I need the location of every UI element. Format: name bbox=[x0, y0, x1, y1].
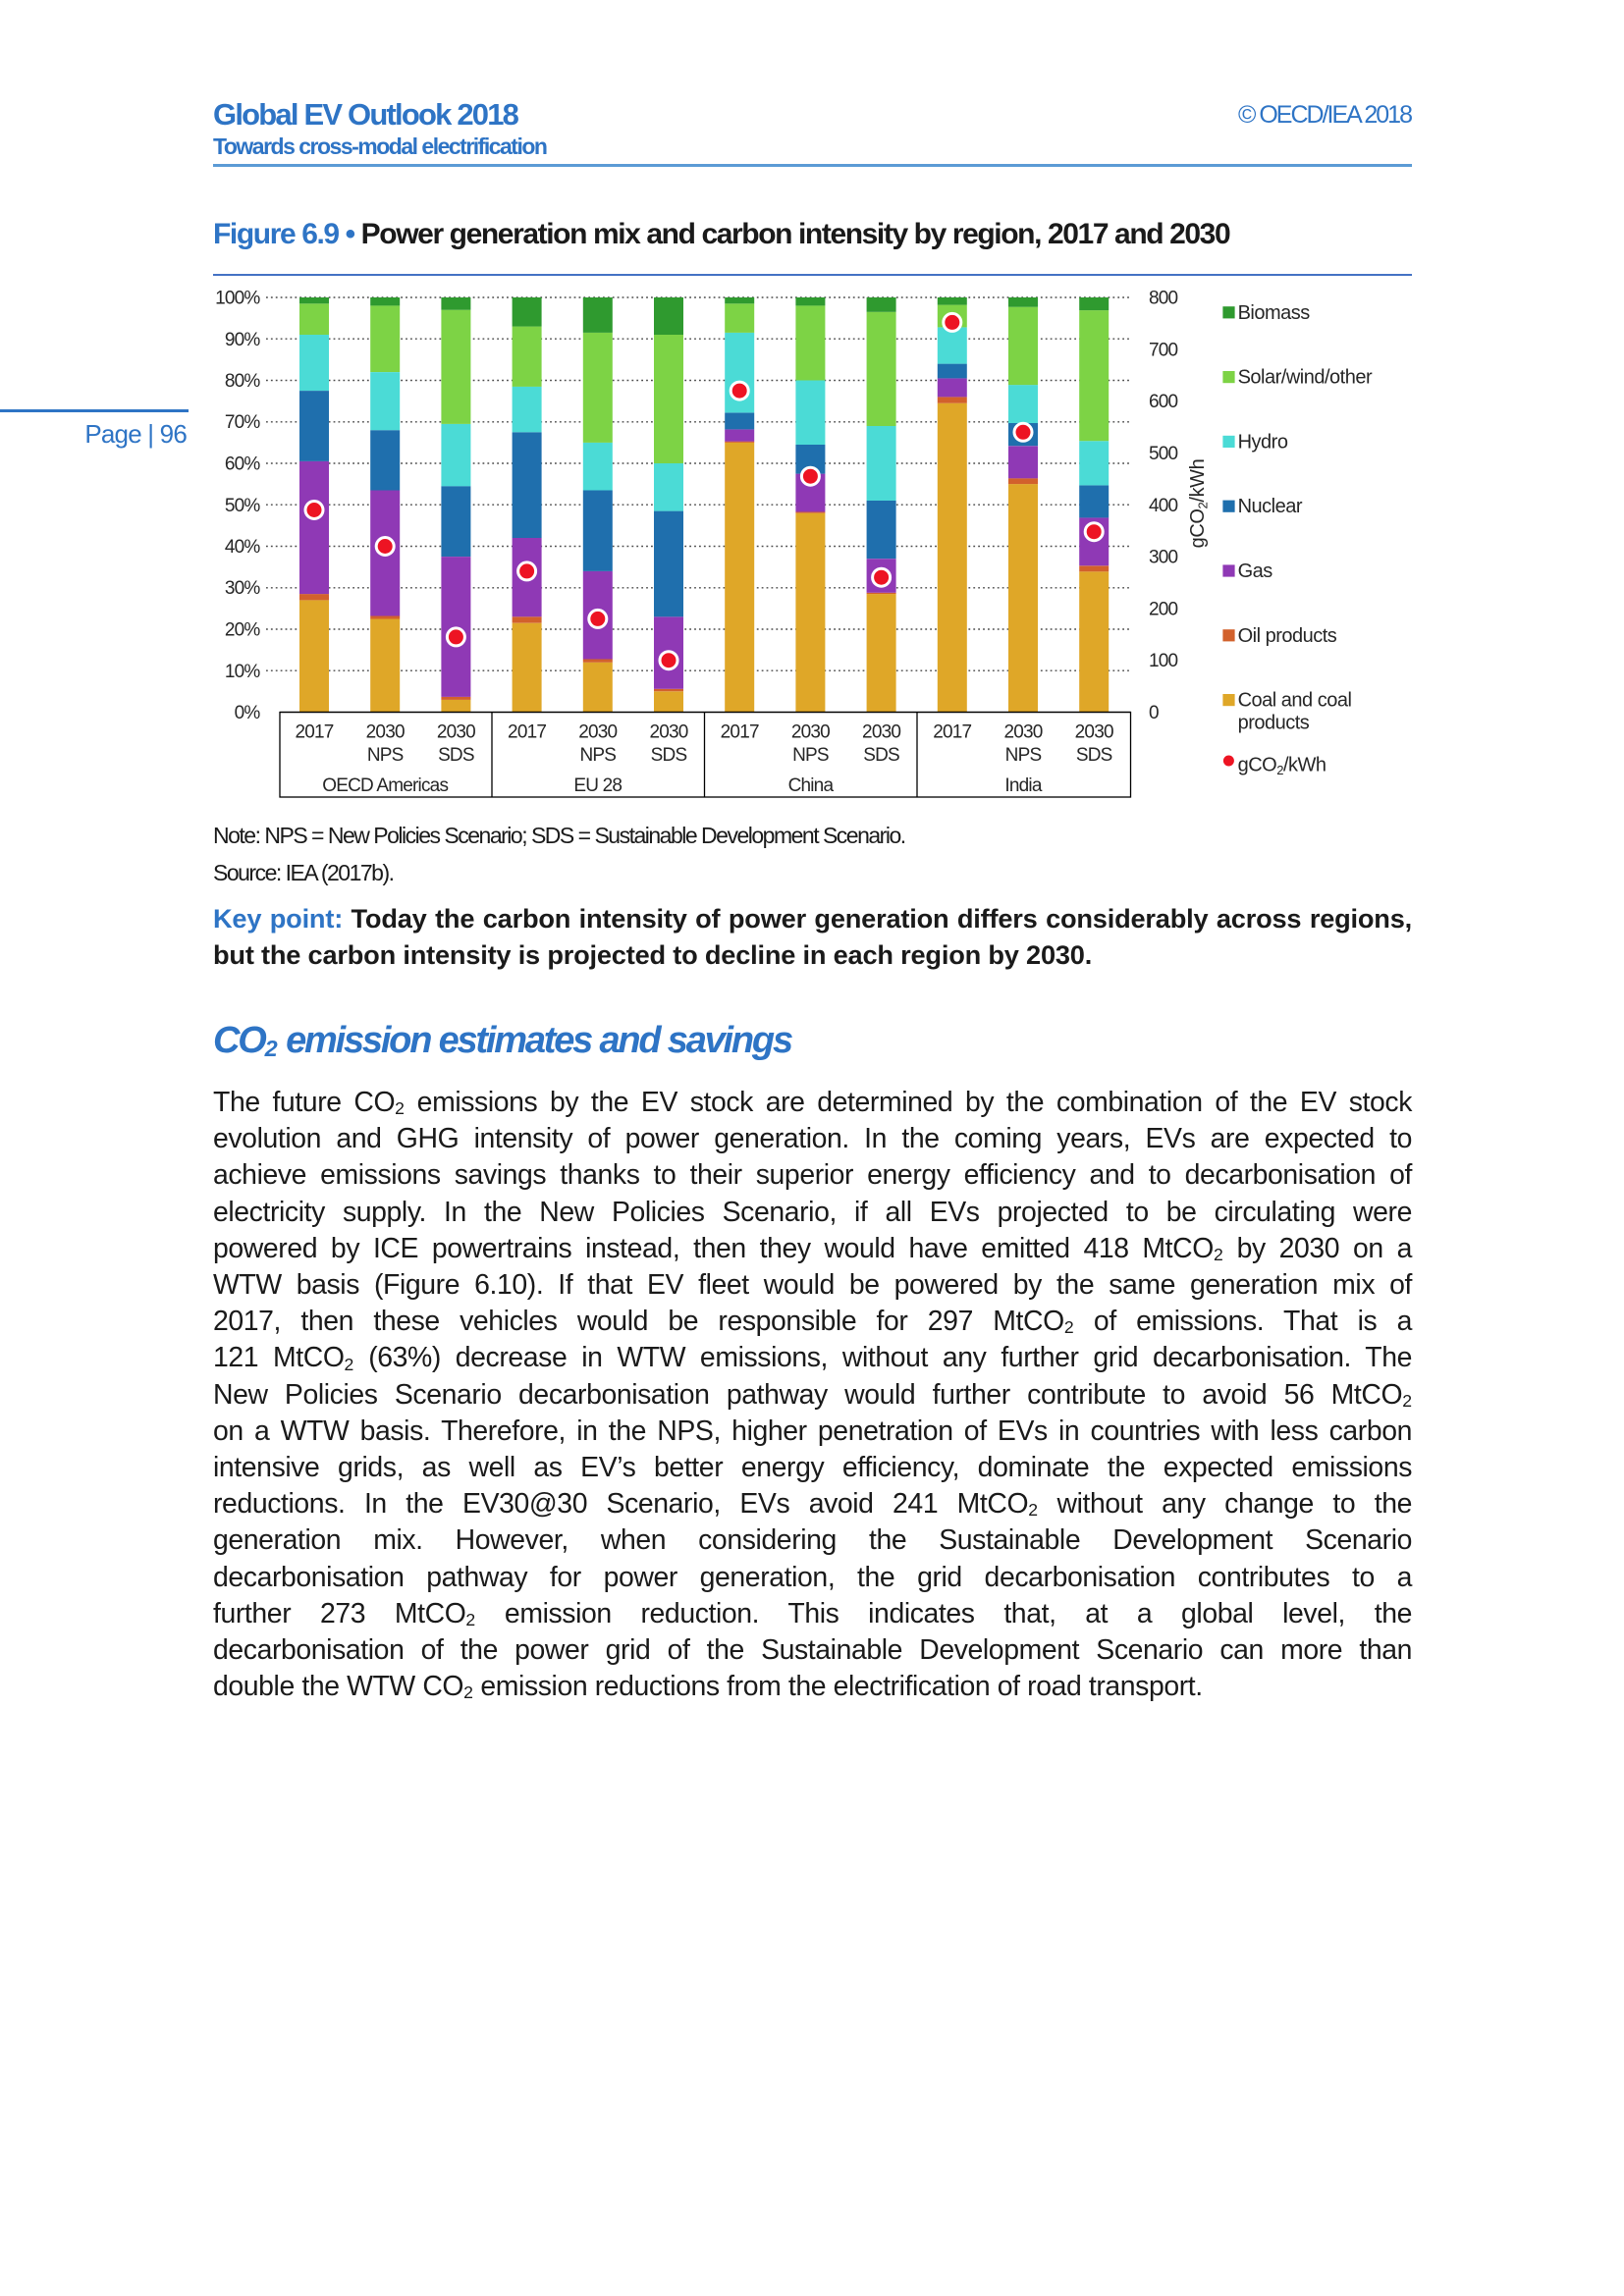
svg-text:gCO2/kWh: gCO2/kWh bbox=[1238, 754, 1326, 777]
svg-text:2030: 2030 bbox=[649, 722, 687, 743]
svg-text:70%: 70% bbox=[225, 412, 261, 433]
svg-text:Hydro: Hydro bbox=[1238, 431, 1288, 453]
svg-text:2017: 2017 bbox=[508, 722, 546, 743]
svg-text:300: 300 bbox=[1149, 548, 1178, 568]
svg-text:OECD Americas: OECD Americas bbox=[322, 775, 448, 796]
svg-text:NPS: NPS bbox=[792, 745, 829, 766]
svg-text:10%: 10% bbox=[225, 662, 261, 682]
svg-text:Gas: Gas bbox=[1238, 561, 1273, 582]
svg-text:Solar/wind/other: Solar/wind/other bbox=[1238, 367, 1373, 389]
svg-text:SDS: SDS bbox=[1076, 745, 1112, 766]
svg-text:Nuclear: Nuclear bbox=[1238, 496, 1303, 517]
svg-text:0%: 0% bbox=[235, 703, 261, 723]
svg-text:100%: 100% bbox=[215, 289, 260, 309]
svg-text:2030: 2030 bbox=[437, 722, 475, 743]
svg-text:30%: 30% bbox=[225, 578, 261, 599]
svg-text:20%: 20% bbox=[225, 620, 261, 641]
svg-text:products: products bbox=[1238, 713, 1310, 734]
svg-text:2030: 2030 bbox=[1075, 722, 1113, 743]
svg-text:200: 200 bbox=[1149, 599, 1178, 619]
svg-text:Oil products: Oil products bbox=[1238, 625, 1337, 647]
svg-text:2030: 2030 bbox=[366, 722, 405, 743]
svg-text:0: 0 bbox=[1149, 703, 1159, 723]
svg-text:800: 800 bbox=[1149, 289, 1178, 309]
svg-text:2030: 2030 bbox=[791, 722, 830, 743]
svg-text:gCO2/kWh: gCO2/kWh bbox=[1187, 459, 1211, 549]
svg-text:SDS: SDS bbox=[863, 745, 899, 766]
svg-text:80%: 80% bbox=[225, 371, 261, 392]
svg-text:2017: 2017 bbox=[295, 722, 333, 743]
svg-text:2030: 2030 bbox=[862, 722, 900, 743]
svg-text:2017: 2017 bbox=[933, 722, 971, 743]
svg-text:SDS: SDS bbox=[438, 745, 474, 766]
svg-text:NPS: NPS bbox=[1005, 745, 1042, 766]
svg-text:2017: 2017 bbox=[721, 722, 759, 743]
svg-text:600: 600 bbox=[1149, 392, 1178, 412]
svg-text:500: 500 bbox=[1149, 444, 1178, 464]
svg-text:400: 400 bbox=[1149, 496, 1178, 516]
svg-text:EU 28: EU 28 bbox=[573, 775, 622, 796]
svg-text:Biomass: Biomass bbox=[1238, 302, 1311, 324]
svg-text:50%: 50% bbox=[225, 496, 261, 516]
svg-text:40%: 40% bbox=[225, 537, 261, 558]
svg-text:SDS: SDS bbox=[651, 745, 687, 766]
svg-text:2030: 2030 bbox=[578, 722, 617, 743]
svg-text:India: India bbox=[1004, 775, 1042, 796]
svg-text:60%: 60% bbox=[225, 454, 261, 475]
svg-text:China: China bbox=[788, 775, 835, 796]
svg-text:700: 700 bbox=[1149, 340, 1178, 360]
svg-text:Coal and coal: Coal and coal bbox=[1238, 690, 1352, 712]
svg-text:2030: 2030 bbox=[1003, 722, 1042, 743]
svg-text:90%: 90% bbox=[225, 330, 261, 350]
svg-text:100: 100 bbox=[1149, 651, 1178, 671]
svg-text:NPS: NPS bbox=[367, 745, 404, 766]
svg-text:NPS: NPS bbox=[579, 745, 616, 766]
